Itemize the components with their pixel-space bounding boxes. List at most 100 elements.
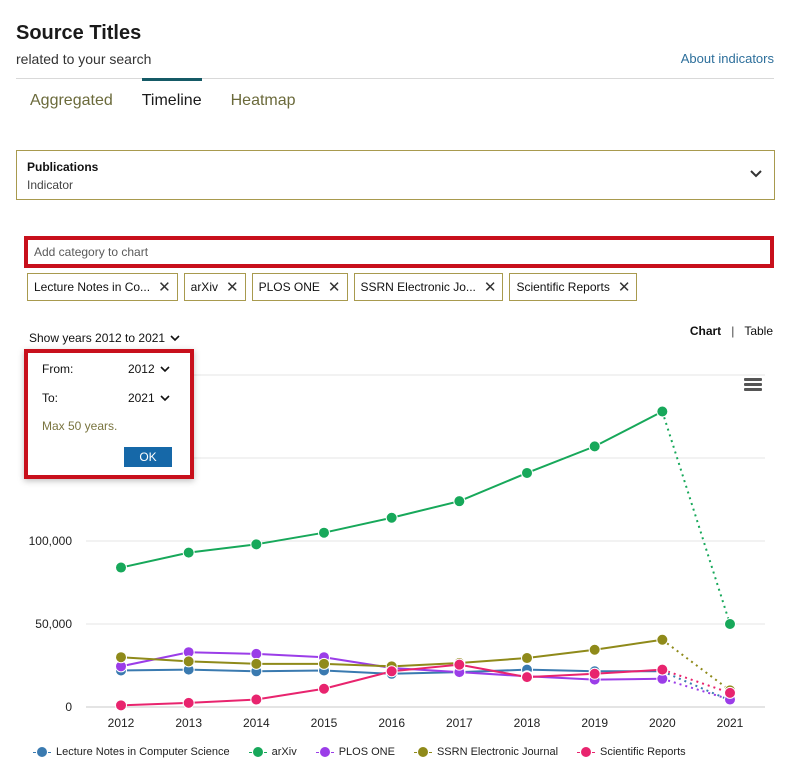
legend-item-scientific-reports[interactable]: Scientific Reports — [577, 746, 686, 758]
data-point[interactable] — [724, 693, 736, 706]
data-point[interactable] — [250, 538, 263, 551]
data-point[interactable] — [385, 661, 398, 674]
data-point[interactable] — [250, 665, 263, 678]
ok-button[interactable]: OK — [124, 447, 172, 467]
year-range-popover: From: 2012 To: 2021 Max 50 years. OK — [24, 349, 194, 479]
series-line — [120, 638, 663, 668]
data-point[interactable] — [453, 495, 466, 508]
chip-label: Scientific Reports — [516, 280, 610, 294]
chip-plos-one: PLOS ONE ✕ — [251, 273, 348, 301]
data-point[interactable] — [182, 646, 195, 659]
legend-label: SSRN Electronic Journal — [436, 746, 559, 758]
data-point[interactable] — [724, 684, 736, 697]
tab-aggregated[interactable]: Aggregated — [30, 92, 113, 109]
data-point[interactable] — [250, 657, 263, 670]
data-point[interactable] — [182, 696, 195, 709]
data-point[interactable] — [588, 673, 601, 686]
legend-marker — [413, 747, 432, 757]
data-point[interactable] — [724, 694, 736, 707]
data-point[interactable] — [318, 682, 330, 695]
page-title: Source Titles — [16, 22, 142, 44]
legend-item-ssrn[interactable]: SSRN Electronic Journal — [413, 746, 559, 758]
close-icon[interactable]: ✕ — [617, 278, 631, 296]
data-point[interactable] — [521, 466, 533, 479]
chart-view-option[interactable]: Chart — [689, 324, 722, 338]
data-point[interactable] — [182, 655, 195, 668]
from-year-select[interactable]: 2012 — [128, 362, 170, 376]
indicator-select[interactable]: Publications Indicator — [16, 150, 775, 200]
data-point[interactable] — [453, 666, 466, 679]
data-point[interactable] — [182, 663, 195, 676]
chart-menu-icon[interactable] — [744, 378, 762, 392]
legend-label: Lecture Notes in Computer Science — [56, 746, 230, 758]
data-point[interactable] — [724, 618, 736, 630]
to-year-select[interactable]: 2021 — [128, 391, 170, 405]
chevron-down-icon[interactable] — [750, 165, 762, 181]
data-point[interactable] — [115, 660, 127, 673]
series-line-partial — [661, 670, 731, 702]
data-point[interactable] — [588, 665, 601, 678]
show-years-dropdown[interactable]: Show years 2012 to 2021 — [29, 331, 181, 345]
view-toggle: Chart | Table — [690, 324, 773, 338]
data-point[interactable] — [318, 657, 330, 670]
data-point[interactable] — [453, 657, 466, 670]
data-point[interactable] — [385, 665, 398, 678]
legend-marker — [33, 747, 51, 757]
data-point[interactable] — [724, 686, 736, 699]
legend-marker — [315, 747, 334, 757]
legend-item-plos-one[interactable]: PLOS ONE — [315, 746, 395, 758]
data-point[interactable] — [588, 667, 601, 680]
data-point[interactable] — [385, 511, 398, 524]
tab-heatmap[interactable]: Heatmap — [230, 92, 296, 109]
indicator-label: Indicator — [27, 178, 74, 192]
add-category-input[interactable] — [28, 240, 770, 264]
data-point[interactable] — [521, 663, 533, 676]
x-tick-label: 2013 — [175, 716, 202, 730]
data-point[interactable] — [318, 651, 330, 664]
data-point[interactable] — [115, 651, 127, 664]
y-tick-label: 50,000 — [35, 617, 72, 631]
add-category-field[interactable] — [24, 236, 774, 268]
table-view-option[interactable]: Table — [744, 324, 773, 338]
x-tick-label: 2021 — [717, 716, 744, 730]
data-point[interactable] — [115, 561, 127, 574]
data-point[interactable] — [521, 670, 533, 683]
data-point[interactable] — [521, 652, 533, 665]
close-icon[interactable]: ✕ — [225, 278, 239, 296]
chip-lecture-notes: Lecture Notes in Co... ✕ — [27, 273, 178, 301]
data-point[interactable] — [588, 440, 601, 453]
data-point[interactable] — [453, 666, 466, 679]
data-point[interactable] — [656, 672, 669, 685]
data-point[interactable] — [385, 660, 398, 673]
to-label: To: — [42, 391, 59, 405]
series-line-partial — [661, 411, 731, 625]
data-point[interactable] — [182, 546, 195, 559]
data-point[interactable] — [385, 667, 398, 680]
data-point[interactable] — [115, 699, 127, 712]
data-point[interactable] — [318, 664, 330, 677]
view-tabs: Aggregated Timeline Heatmap — [30, 78, 325, 110]
data-point[interactable] — [453, 658, 466, 671]
series-line-partial — [662, 668, 731, 694]
legend-item-lecture-notes[interactable]: Lecture Notes in Computer Science — [33, 746, 230, 758]
data-point[interactable] — [656, 665, 669, 678]
data-point[interactable] — [115, 664, 127, 677]
legend-marker — [577, 747, 596, 757]
data-point[interactable] — [656, 633, 669, 646]
legend-label: PLOS ONE — [338, 746, 395, 758]
data-point[interactable] — [250, 647, 263, 660]
data-point[interactable] — [318, 526, 330, 539]
data-point[interactable] — [588, 643, 601, 656]
data-point[interactable] — [656, 405, 669, 418]
chevron-down-icon — [160, 366, 170, 373]
tab-timeline[interactable]: Timeline — [141, 78, 202, 109]
close-icon[interactable]: ✕ — [327, 278, 341, 296]
close-icon[interactable]: ✕ — [483, 278, 497, 296]
data-point[interactable] — [521, 671, 533, 684]
series-line-partial — [662, 677, 731, 701]
legend-item-arxiv[interactable]: arXiv — [248, 746, 297, 758]
data-point[interactable] — [656, 663, 669, 676]
about-indicators-link[interactable]: About indicators — [680, 51, 774, 66]
data-point[interactable] — [250, 693, 263, 706]
close-icon[interactable]: ✕ — [158, 278, 171, 296]
